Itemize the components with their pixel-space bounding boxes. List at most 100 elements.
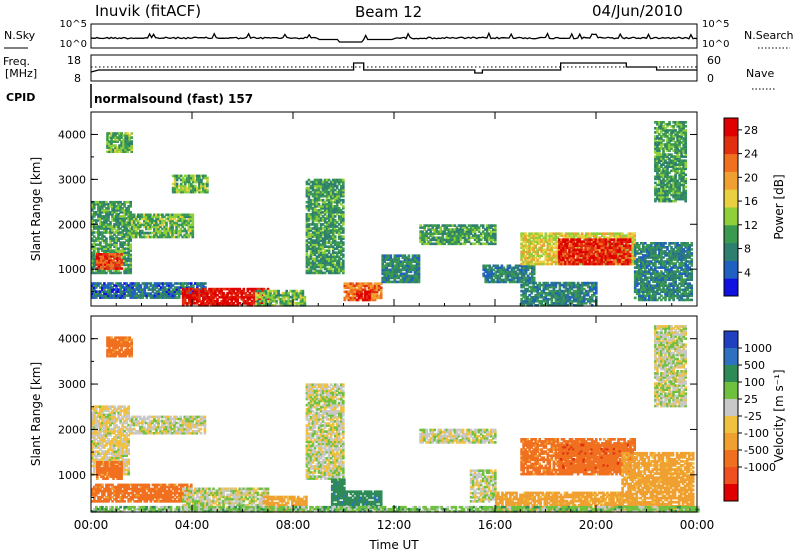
heatmap-cell [463,234,467,238]
heatmap-cell [110,263,113,266]
heatmap-cell [415,272,419,276]
heatmap-cell [496,276,500,280]
heatmap-cell [323,213,327,216]
heatmap-cell [202,289,205,293]
heatmap-cell [179,292,183,295]
heatmap-cell [305,235,309,238]
heatmap-cell [423,238,426,242]
heatmap-cell [429,240,433,244]
heatmap-cell [102,253,105,256]
heatmap-cell [118,257,121,260]
heatmap-cell [181,223,185,227]
heatmap-cell [619,234,622,238]
heatmap-cell [130,227,134,231]
heatmap-cell [311,271,315,275]
heatmap-cell [232,304,236,307]
heatmap-cell [271,304,274,307]
heatmap-cell [631,262,634,266]
heatmap-cell [299,302,303,305]
heatmap-cell [179,231,183,235]
heatmap-cell [234,291,238,295]
heatmap-cell [307,178,311,182]
heatmap-cell [401,272,405,276]
heatmap-cell [220,291,223,295]
heatmap-cell [115,284,118,287]
heatmap-cell [204,304,207,307]
heatmap-cell [93,288,96,291]
heatmap-cell [319,267,323,271]
heatmap-cell [548,256,552,260]
heatmap-cell [411,258,415,262]
heatmap-cell [305,261,309,265]
heatmap-cell [477,242,481,246]
heatmap-cell [331,249,335,253]
heatmap-cell [578,240,581,244]
heatmap-cell [342,267,345,271]
heatmap-cell [315,233,319,236]
heatmap-cell [606,250,610,254]
heatmap-cell [483,238,487,242]
heatmap-cell [167,215,170,219]
heatmap-cell [279,302,283,305]
heatmap-cell [191,235,195,239]
heatmap-cell [403,264,407,268]
heatmap-cell [153,292,157,295]
heatmap-cell [500,272,504,276]
heatmap-cell [171,213,174,217]
heatmap-cell [171,215,174,219]
heatmap-cell [127,265,131,269]
heatmap-cell [548,252,552,256]
heatmap-cell [629,236,632,240]
heatmap-cell [524,272,528,276]
heatmap-cell [447,232,451,236]
heatmap-cell [155,296,159,299]
heatmap-cell [113,294,116,297]
heatmap-cell [619,262,622,266]
heatmap-cell [317,263,321,267]
heatmap-cell [327,237,331,240]
heatmap-cell [628,238,632,242]
heatmap-cell [405,270,409,274]
heatmap-cell [263,304,266,307]
heatmap-cell [305,227,309,230]
heatmap-cell [111,200,114,204]
heatmap-cell [119,288,122,291]
heatmap-cell [317,217,321,220]
heatmap-cell [165,229,168,233]
heatmap-cell [185,291,189,295]
heatmap-cell [465,238,469,242]
heatmap-cell [141,292,145,295]
heatmap-cell [293,291,297,295]
heatmap-cell [540,244,544,248]
heatmap-cell [498,276,502,280]
heatmap-cell [580,236,584,240]
heatmap-cell [236,289,240,293]
heatmap-cell [477,236,481,240]
heatmap-cell [91,265,94,269]
heatmap-cell [101,269,104,273]
heatmap-cell [192,291,195,295]
heatmap-cell [125,257,128,261]
heatmap-cell [413,268,417,272]
heatmap-cell [325,202,329,206]
heatmap-cell [355,288,359,292]
heatmap-cell [315,239,319,242]
heatmap-cell [357,284,361,288]
heatmap-cell [329,241,333,244]
heatmap-cell [363,282,367,286]
heatmap-cell [626,252,630,256]
heatmap-cell [327,225,331,228]
heatmap-cell [91,259,94,263]
heatmap-cell [143,288,147,291]
heatmap-cell [188,176,191,180]
heatmap-cell [128,142,132,145]
heatmap-cell [185,289,189,293]
heatmap-cell [532,232,536,236]
heatmap-cell [228,297,232,301]
heatmap-cell [91,251,94,255]
heatmap-cell [409,266,413,270]
heatmap-cell [198,184,201,188]
heatmap-cell [93,231,96,234]
heatmap-cell [265,291,268,295]
heatmap-cell [335,243,339,247]
